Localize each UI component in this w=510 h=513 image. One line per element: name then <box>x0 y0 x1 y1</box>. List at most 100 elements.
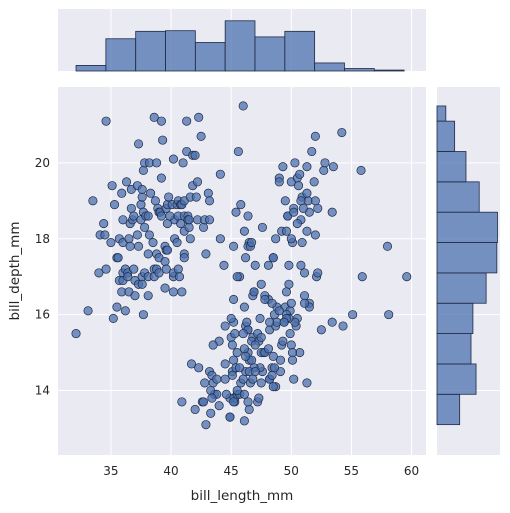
scatter-point <box>124 234 134 244</box>
scatter-point <box>160 283 170 293</box>
scatter-point <box>275 355 286 365</box>
scatter-point <box>248 374 258 384</box>
scatter-point <box>293 181 304 191</box>
scatter-point <box>176 219 186 229</box>
scatter-point <box>239 416 249 426</box>
scatter-point <box>143 211 153 221</box>
scatter-point <box>384 310 394 320</box>
scatter-point <box>184 215 194 225</box>
scatter-point <box>121 177 132 187</box>
scatter-point <box>287 355 298 365</box>
scatter-point <box>168 287 179 297</box>
scatter-point <box>247 237 257 248</box>
scatter-point <box>286 340 296 350</box>
scatter-point <box>239 344 249 354</box>
scatter-point <box>100 230 110 240</box>
scatter-point <box>206 408 216 418</box>
scatter-point <box>227 370 237 380</box>
scatter-point <box>129 211 139 221</box>
right-histogram-bar <box>436 302 474 334</box>
y-tick-label: 14 <box>35 384 50 398</box>
x-tick-label: 45 <box>224 464 239 478</box>
scatter-point <box>310 230 320 240</box>
scatter-point <box>263 260 274 270</box>
scatter-point <box>99 219 109 229</box>
scatter-point <box>281 226 292 236</box>
top-histogram-bar <box>105 38 137 72</box>
scatter-point <box>140 222 150 232</box>
scatter-point <box>117 188 127 198</box>
right-histogram-bar <box>436 363 477 395</box>
scatter-point <box>268 351 278 361</box>
y-tick-label: 20 <box>35 156 50 170</box>
scatter-point <box>182 116 192 126</box>
scatter-point <box>239 389 249 399</box>
scatter-point <box>120 306 130 316</box>
top-histogram-bar <box>254 36 286 72</box>
scatter-point <box>284 260 294 270</box>
scatter-point <box>310 196 320 206</box>
scatter-point <box>244 404 254 415</box>
scatter-point <box>239 226 249 236</box>
scatter-point <box>249 287 259 297</box>
scatter-point <box>302 162 312 172</box>
scatter-point <box>299 268 310 278</box>
scatter-point <box>268 382 278 392</box>
joint-plot-area <box>58 87 426 455</box>
scatter-point <box>160 256 170 267</box>
right-marginal-histogram <box>436 105 498 426</box>
scatter-point <box>289 374 299 384</box>
scatter-point <box>280 196 290 206</box>
scatter-point <box>212 374 222 384</box>
scatter-point <box>214 401 224 411</box>
scatter-point <box>320 158 330 168</box>
scatter-point <box>172 237 182 248</box>
right-histogram-bar <box>436 105 447 122</box>
scatter-point <box>250 260 260 270</box>
scatter-point <box>177 287 187 297</box>
scatter-point <box>204 215 215 225</box>
scatter-point <box>220 359 230 369</box>
scatter-point <box>231 207 241 217</box>
scatter-point <box>356 165 366 176</box>
scatter-point <box>297 237 307 248</box>
scatter-point <box>134 139 144 149</box>
scatter-point <box>126 203 136 213</box>
scatter-point <box>271 234 281 244</box>
scatter-point <box>328 162 338 172</box>
scatter-point <box>150 196 160 206</box>
scatter-point <box>307 146 317 157</box>
scatter-point <box>156 211 166 221</box>
scatter-point <box>221 389 231 399</box>
scatter-point <box>338 321 348 331</box>
scatter-point <box>260 294 270 305</box>
scatter-point <box>71 329 81 339</box>
scatter-point <box>268 253 278 263</box>
scatter-point <box>88 196 98 206</box>
scatter-point <box>302 226 312 236</box>
y-tick-label: 16 <box>35 308 50 322</box>
scatter-point <box>279 317 289 327</box>
scatter-point <box>284 279 294 289</box>
top-marginal-histogram <box>75 20 405 72</box>
scatter-point <box>112 302 122 312</box>
scatter-point <box>201 420 211 430</box>
scatter-point <box>191 192 201 202</box>
scatter-point <box>327 317 337 327</box>
scatter-point <box>230 329 240 339</box>
y-axis-label: bill_depth_mm <box>7 222 23 321</box>
scatter-point <box>287 348 298 358</box>
x-tick-label: 60 <box>404 464 419 478</box>
top-histogram-bar <box>284 30 316 72</box>
x-tick-label: 55 <box>344 464 359 478</box>
scatter-point <box>238 329 248 339</box>
scatter-point <box>198 222 209 232</box>
scatter-point <box>219 260 229 270</box>
scatter-point <box>235 363 245 373</box>
scatter-point <box>256 378 266 388</box>
scatter-point <box>109 200 120 210</box>
scatter-point <box>206 385 216 396</box>
right-histogram-bar <box>436 211 498 243</box>
scatter-point <box>229 355 239 365</box>
